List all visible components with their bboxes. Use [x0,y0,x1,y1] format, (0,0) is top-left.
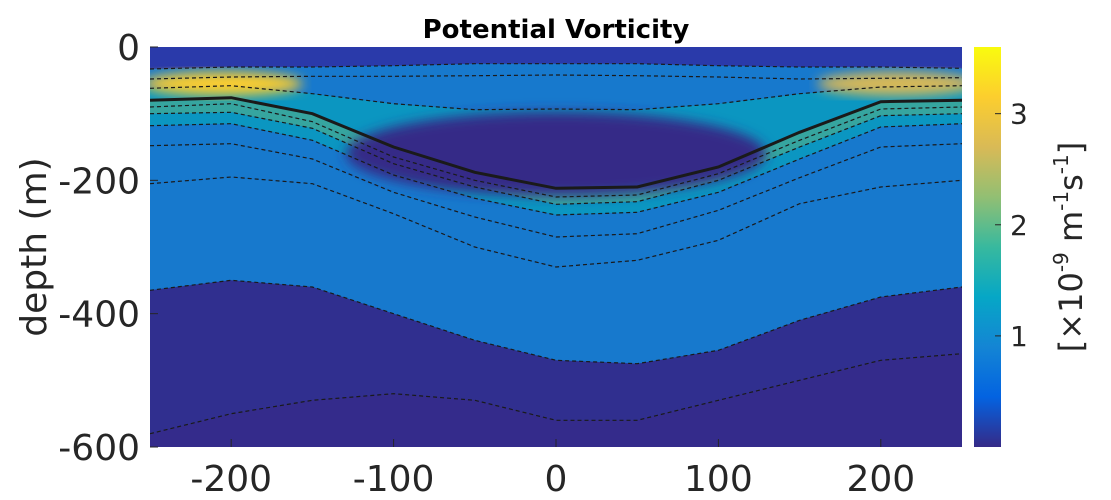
colorbar-gradient [974,47,1001,447]
heat-band [150,112,962,215]
heat-band [150,103,962,205]
x-tick-label: -200 [190,459,272,500]
chart-title: Potential Vorticity [423,15,690,45]
abyss-band [150,280,962,447]
colorbar-label-exp1: -9 [1049,252,1073,272]
heat-band [150,97,962,197]
colorbar: 123 [×10-9 m-1s-1] [974,47,1090,447]
high-pv-left [150,71,304,96]
heat-band [150,177,962,364]
contour-line [150,176,962,268]
heat-band [150,63,962,79]
y-axis-label: depth (m) [14,157,55,336]
y-tick-label: 0 [117,28,140,69]
colorbar-label-prefix: [×10 [1052,272,1090,352]
colorbar-tick-label: 3 [1010,98,1028,131]
colorbar-label-mid2: s [1052,174,1090,191]
y-tick-label: -600 [58,428,140,469]
colorbar-label-exp2: -1 [1049,191,1073,211]
contour-line [150,111,962,205]
plot-area [150,47,962,447]
contour-line [150,74,962,80]
high-pv-right [817,71,962,96]
x-axis: -200 -100 0 100 200 [190,439,915,500]
contour-line [150,85,962,111]
colorbar-label-mid: m [1052,211,1090,252]
x-tick-label: 0 [545,459,568,500]
contour-line [150,63,962,70]
contour-line [150,103,962,198]
contour-line [150,279,962,365]
low-pv-core [346,111,766,196]
colorbar-ticks: 1 2 3 [995,98,1028,353]
heat-band [150,75,962,110]
x-tick-label: 200 [846,459,915,500]
contour-line [150,96,962,190]
contour-lines [150,63,962,435]
y-axis: 0 -200 -400 -600 [58,28,158,469]
colorbar-label-exp3: -1 [1049,154,1073,174]
contour-line [150,143,962,238]
colorbar-tick-label: 2 [1010,209,1028,242]
colorbar-label: [×10-9 m-1s-1] [1049,142,1090,352]
contour-line [150,123,962,216]
x-tick-label: 100 [684,459,753,500]
colorbar-tick-label: 1 [1010,320,1028,353]
contour-line [150,353,962,435]
y-tick-label: -200 [58,161,140,202]
y-tick-label: -400 [58,295,140,336]
colorbar-label-suffix: ] [1052,142,1090,154]
x-tick-label: -100 [353,459,435,500]
heat-band [150,123,962,237]
heatmap-field [150,63,962,447]
heat-band [150,143,962,267]
